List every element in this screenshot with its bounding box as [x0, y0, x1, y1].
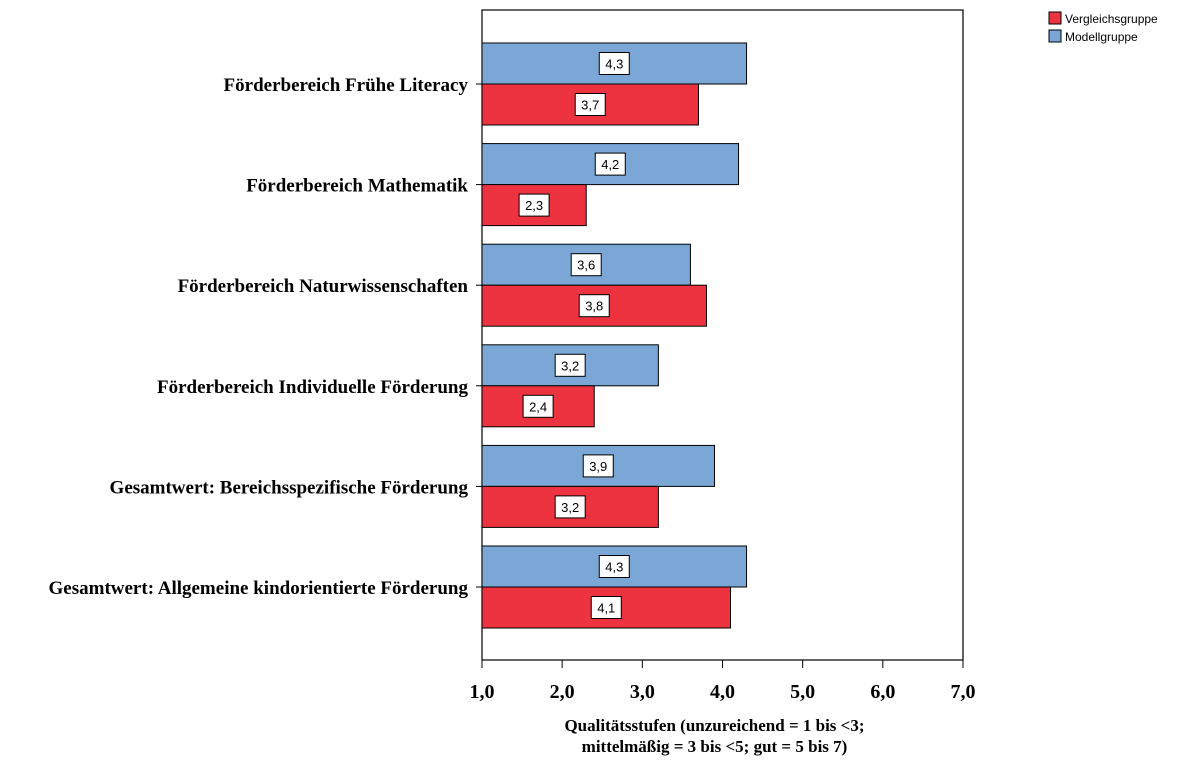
- data-label-box: [590, 596, 622, 619]
- x-tick-label: 3,0: [630, 681, 655, 703]
- data-label: 4,2: [601, 157, 619, 172]
- data-label-box: [582, 454, 614, 478]
- data-label: 4,1: [597, 601, 615, 616]
- data-label-box: [554, 353, 586, 377]
- data-label-box: [598, 555, 630, 578]
- x-tick-label: 6,0: [870, 681, 895, 703]
- data-label: 2,3: [525, 198, 543, 213]
- bar-modellgruppe-2: [481, 243, 691, 286]
- category-label: Förderbereich Mathematik: [246, 176, 468, 197]
- category-label: Förderbereich Naturwissenschaften: [178, 276, 469, 297]
- data-label-box: [570, 253, 602, 277]
- data-label: 3,9: [589, 459, 607, 474]
- x-axis-title: Qualitätsstufen (unzureichend = 1 bis <3…: [564, 716, 864, 735]
- legend-label: Modellgruppe: [1065, 30, 1138, 44]
- data-label-box: [554, 495, 586, 519]
- data-label-box: [578, 294, 610, 318]
- data-label-box: [518, 193, 550, 217]
- data-label: 3,2: [561, 500, 579, 515]
- x-axis-title: mittelmäßig = 3 bis <5; gut = 5 bis 7): [582, 737, 848, 756]
- x-tick-label: 2,0: [550, 681, 575, 703]
- legend-swatch: [1048, 29, 1062, 43]
- x-tick-label: 1,0: [470, 681, 495, 703]
- legend-swatch: [1048, 11, 1062, 25]
- x-tick-label: 4,0: [710, 681, 735, 703]
- data-label: 3,7: [581, 98, 599, 113]
- category-label: Förderbereich Frühe Literacy: [224, 75, 469, 96]
- category-label: Förderbereich Individuelle Förderung: [157, 377, 469, 398]
- x-tick-label: 7,0: [951, 681, 976, 703]
- data-label: 3,2: [561, 358, 579, 373]
- data-label-box: [522, 394, 554, 418]
- data-label: 4,3: [605, 57, 623, 72]
- data-label-box: [598, 52, 630, 75]
- data-label: 3,6: [577, 258, 595, 273]
- legend-label: Vergleichsgruppe: [1065, 12, 1158, 26]
- x-tick-label: 5,0: [790, 681, 815, 703]
- category-label: Gesamtwert: Bereichsspezifische Förderun…: [110, 477, 469, 498]
- data-label-box: [574, 93, 606, 116]
- category-label: Gesamtwert: Allgemeine kindorientierte F…: [49, 578, 469, 599]
- data-label: 3,8: [585, 299, 603, 314]
- data-label-box: [594, 152, 626, 176]
- data-label: 4,3: [605, 560, 623, 575]
- data-label: 2,4: [529, 399, 547, 414]
